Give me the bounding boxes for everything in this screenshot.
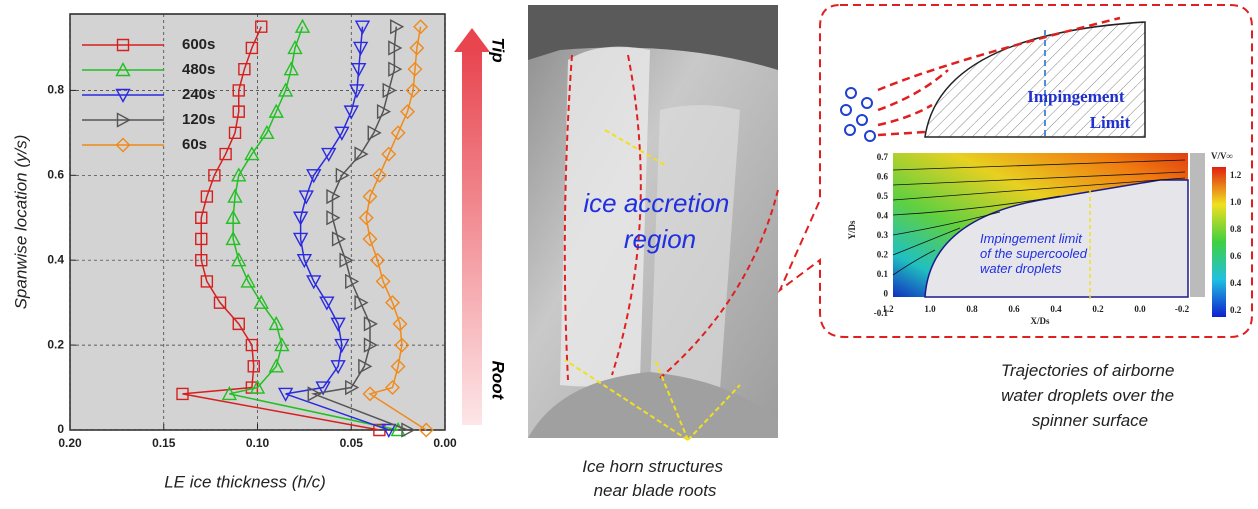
inset-x-tick: 1.2 <box>882 304 894 314</box>
inset-x-tick: 0.8 <box>966 304 978 314</box>
photo-caption: Ice horn structures near blade roots <box>582 457 728 500</box>
y-axis-label: Spanwise location (y/s) <box>11 135 30 310</box>
limit-label-line: Impingement <box>1027 87 1125 106</box>
caption-line: water droplets over the <box>1001 386 1174 405</box>
x-axis-label: LE ice thickness (h/c) <box>164 472 326 491</box>
inset-x-tick: 1.0 <box>924 304 936 314</box>
x-tick-label: 0.10 <box>246 436 270 450</box>
region-label-line: region <box>624 224 696 254</box>
inset-label-line: Impingement limit <box>980 231 1083 246</box>
inset-x-tick: 0.0 <box>1134 304 1146 314</box>
inset-y-tick: 0.4 <box>877 211 889 221</box>
x-tick-label: 0.05 <box>340 436 364 450</box>
limit-label-line: Limit <box>1090 113 1131 132</box>
inset-x-label: X/Ds <box>1030 316 1049 326</box>
root-label: Root <box>489 361 508 401</box>
caption-line: spinner surface <box>1032 411 1148 430</box>
line-chart: 0.20 0.15 0.10 0.05 0.00 0 0.2 0.4 0.6 0.8 600s 48… <box>11 14 507 491</box>
x-tick-label: 0.15 <box>152 436 176 450</box>
caption-line: Ice horn structures <box>582 457 723 476</box>
colorbar-tick: 0.8 <box>1230 224 1242 234</box>
legend-label: 240s <box>182 86 215 103</box>
y-tick-label: 0 <box>57 422 64 436</box>
direction-arrow <box>462 50 482 425</box>
inset-y-tick: 0.3 <box>877 230 889 240</box>
inset-x-tick: -0.2 <box>1175 304 1190 314</box>
inset-y-tick: 0.5 <box>877 191 889 201</box>
inset-x-tick: 0.2 <box>1092 304 1104 314</box>
inset-y-tick: 0.7 <box>877 152 889 162</box>
y-tick-label: 0.6 <box>47 167 64 181</box>
y-tick-label: 0.2 <box>47 337 64 351</box>
blade-section <box>1190 153 1205 297</box>
y-tick-label: 0.8 <box>47 83 64 97</box>
arrow-head <box>454 28 490 52</box>
inset-y-tick: 0.6 <box>877 172 889 182</box>
droplet <box>841 105 851 115</box>
legend-label: 120s <box>182 111 215 128</box>
inset-label-line: water droplets <box>980 261 1062 276</box>
colorbar-tick: 1.0 <box>1230 197 1242 207</box>
x-tick-label: 0.20 <box>58 436 82 450</box>
caption-line: Trajectories of airborne <box>1001 361 1175 380</box>
colorbar-tick: 0.2 <box>1230 305 1242 315</box>
inset-y-tick: 0.2 <box>877 250 889 260</box>
colorbar <box>1212 167 1226 317</box>
photo-panel: ice accretion region Ice horn structures… <box>528 5 778 500</box>
legend-label: 60s <box>182 136 207 153</box>
diagram-panel: Impingement Limit Impingement limit of t… <box>780 5 1252 430</box>
inset-x-tick: 0.4 <box>1050 304 1062 314</box>
colorbar-tick: 0.4 <box>1230 278 1242 288</box>
inset-y-tick: 0 <box>884 289 889 299</box>
region-label-line: ice accretion <box>583 188 729 218</box>
inset-label-line: of the supercooled <box>980 246 1088 261</box>
droplet <box>845 125 855 135</box>
x-tick-label: 0.00 <box>433 436 457 450</box>
inset-y-label: Y/Ds <box>847 220 857 239</box>
colorbar-tick: 1.2 <box>1230 170 1242 180</box>
figure: 0.200.150.100.050.0000.20.40.60.8 600s48… <box>0 0 1258 504</box>
inset-y-tick: 0.1 <box>877 269 889 279</box>
colorbar-tick: 0.6 <box>1230 251 1242 261</box>
droplet <box>862 98 872 108</box>
caption-line: near blade roots <box>594 481 717 500</box>
inset-x-tick: 0.6 <box>1008 304 1020 314</box>
droplet <box>865 131 875 141</box>
y-tick-label: 0.4 <box>47 252 64 266</box>
colorbar-title: V/V∞ <box>1211 151 1233 161</box>
diagram-caption: Trajectories of airborne water droplets … <box>1001 361 1179 430</box>
droplet <box>846 88 856 98</box>
legend-label: 480s <box>182 61 215 78</box>
legend-label: 600s <box>182 36 215 53</box>
droplet <box>857 115 867 125</box>
tip-label: Tip <box>489 37 508 62</box>
